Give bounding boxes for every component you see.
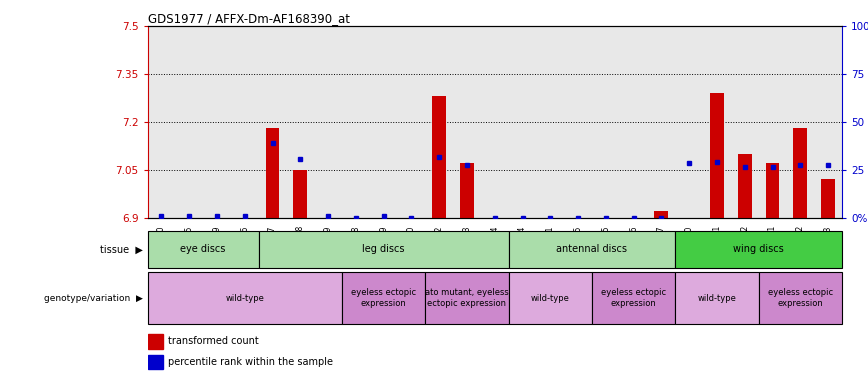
Text: antennal discs: antennal discs <box>556 244 628 254</box>
Bar <box>675 231 842 268</box>
Bar <box>675 272 759 324</box>
Bar <box>460 164 474 218</box>
Bar <box>793 128 807 217</box>
Bar <box>759 272 842 324</box>
Bar <box>509 231 675 268</box>
Bar <box>738 154 752 218</box>
Bar <box>148 355 163 369</box>
Text: tissue  ▶: tissue ▶ <box>101 244 143 254</box>
Bar <box>592 272 675 324</box>
Bar <box>509 272 592 324</box>
Bar <box>766 164 779 218</box>
Text: percentile rank within the sample: percentile rank within the sample <box>168 357 333 367</box>
Text: wild-type: wild-type <box>531 294 569 303</box>
Text: ato mutant, eyeless
ectopic expression: ato mutant, eyeless ectopic expression <box>425 288 509 308</box>
Bar <box>259 231 509 268</box>
Text: wing discs: wing discs <box>733 244 784 254</box>
Text: leg discs: leg discs <box>363 244 404 254</box>
Text: transformed count: transformed count <box>168 336 260 346</box>
Bar <box>148 272 342 324</box>
Text: genotype/variation  ▶: genotype/variation ▶ <box>44 294 143 303</box>
Bar <box>821 179 835 218</box>
Text: wild-type: wild-type <box>698 294 736 303</box>
Bar <box>148 231 259 268</box>
Text: eyeless ectopic
expression: eyeless ectopic expression <box>767 288 833 308</box>
Text: eyeless ectopic
expression: eyeless ectopic expression <box>601 288 667 308</box>
Text: eyeless ectopic
expression: eyeless ectopic expression <box>351 288 417 308</box>
Text: wild-type: wild-type <box>226 294 264 303</box>
Bar <box>342 272 425 324</box>
Bar <box>432 96 446 218</box>
Bar <box>710 93 724 218</box>
Bar <box>654 211 668 217</box>
Bar <box>425 272 509 324</box>
Bar <box>266 128 279 217</box>
Bar <box>293 170 307 217</box>
Bar <box>148 334 163 349</box>
Text: eye discs: eye discs <box>181 244 226 254</box>
Text: GDS1977 / AFFX-Dm-AF168390_at: GDS1977 / AFFX-Dm-AF168390_at <box>148 12 350 25</box>
